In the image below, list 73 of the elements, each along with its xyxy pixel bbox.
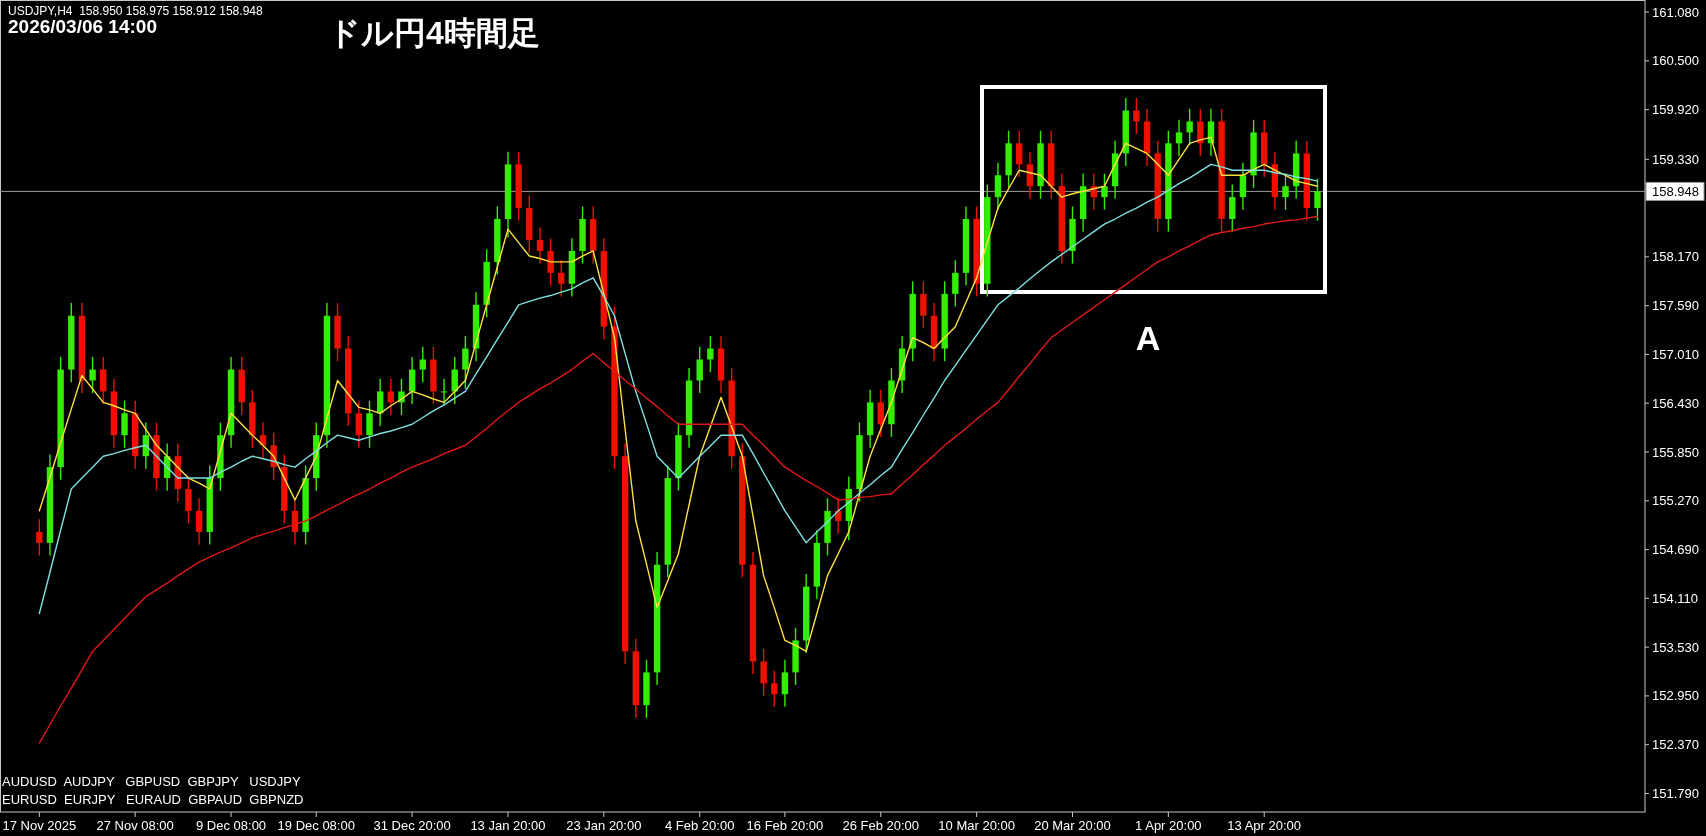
- candlestick: [121, 399, 128, 449]
- x-tick-label: 17 Nov 2025: [2, 818, 77, 833]
- candlestick: [1314, 177, 1321, 222]
- candlestick: [707, 335, 714, 373]
- candlestick: [1175, 119, 1183, 157]
- annotation: USDJPY,H4 158.950 158.975 158.912 158.948: [8, 4, 263, 18]
- candlestick: [355, 399, 363, 449]
- y-tick-label: 154.110: [1652, 590, 1699, 606]
- x-tick-label: 20 Mar 20:00: [1034, 818, 1111, 833]
- y-tick-label: 152.950: [1652, 688, 1699, 704]
- candlestick: [195, 497, 203, 546]
- y-tick-label: 153.530: [1652, 639, 1699, 655]
- candlestick: [1016, 129, 1023, 178]
- candlestick: [877, 389, 884, 438]
- candlestick: [366, 399, 373, 449]
- y-tick-label: 151.790: [1652, 786, 1699, 801]
- x-tick-label: 16 Feb 20:00: [746, 818, 824, 833]
- y-tick-label: 157.010: [1652, 346, 1699, 362]
- candlestick: [100, 356, 107, 405]
- candlestick: [419, 346, 426, 383]
- candlestick: [1229, 183, 1236, 233]
- y-tick-label: 155.270: [1652, 493, 1699, 509]
- ref-line-label: 158.948: [1652, 183, 1699, 199]
- candlestick: [547, 237, 554, 287]
- x-tick-label: 27 Nov 08:00: [96, 818, 174, 833]
- candlestick: [408, 356, 416, 405]
- y-tick-label: 159.920: [1652, 102, 1699, 118]
- x-tick-label: 19 Dec 08:00: [277, 818, 355, 833]
- annotation: EURUSD EURJPY EURAUD GBPAUD GBPNZD: [2, 792, 304, 807]
- candlestick: [440, 378, 448, 405]
- candlestick: [387, 378, 395, 416]
- candlestick: [1197, 108, 1204, 157]
- x-tick-label: 23 Jan 20:00: [566, 818, 642, 833]
- annotation: 2026/03/06 14:00: [8, 16, 157, 37]
- annotation: AUDUSD AUDJPY GBPUSD GBPJPY USDJPY: [2, 774, 301, 789]
- y-tick-label: 161.080: [1652, 4, 1699, 20]
- x-tick-label: 26 Feb 20:00: [842, 818, 920, 833]
- candlestick: [36, 518, 43, 557]
- candlestick: [185, 475, 192, 525]
- x-tick-label: 31 Dec 20:00: [373, 818, 451, 833]
- y-tick-label: 159.330: [1652, 151, 1699, 167]
- x-tick-label: 10 Mar 20:00: [938, 818, 1015, 833]
- candlestick: [994, 161, 1002, 211]
- x-tick-label: 13 Jan 20:00: [470, 818, 546, 833]
- candlestick: [771, 669, 778, 708]
- candlestick: [536, 226, 544, 265]
- chart-title: ドル円4時間足: [328, 15, 540, 51]
- candlestick: [462, 335, 469, 390]
- y-tick-label: 154.690: [1652, 542, 1699, 558]
- candlestick: [1133, 97, 1140, 135]
- x-tick-label: 4 Feb 20:00: [665, 818, 735, 833]
- y-tick-label: 152.370: [1652, 737, 1699, 753]
- line-series: [38, 215, 1319, 744]
- candlestick: [781, 659, 789, 708]
- candlestick: [920, 280, 927, 330]
- candlestick: [558, 259, 565, 298]
- candlestick: [1186, 108, 1193, 146]
- x-tick-label: 13 Apr 20:00: [1227, 818, 1302, 833]
- annotation: A: [1135, 319, 1161, 357]
- candlestick: [89, 356, 96, 394]
- candlestick: [696, 346, 703, 394]
- y-tick-label: 160.500: [1652, 53, 1699, 69]
- x-tick-label: 1 Apr 20:00: [1135, 818, 1202, 833]
- y-tick-label: 156.430: [1652, 395, 1699, 411]
- candlestick: [1239, 161, 1247, 211]
- y-tick-label: 158.170: [1652, 249, 1699, 265]
- y-tick-label: 155.850: [1652, 444, 1699, 460]
- candlestick: [760, 648, 767, 697]
- candlestick: [952, 259, 959, 308]
- y-tick-label: 157.590: [1652, 298, 1699, 314]
- x-tick-label: 9 Dec 08:00: [195, 818, 267, 833]
- candlestick: [1101, 172, 1108, 211]
- candlestick: [398, 378, 405, 416]
